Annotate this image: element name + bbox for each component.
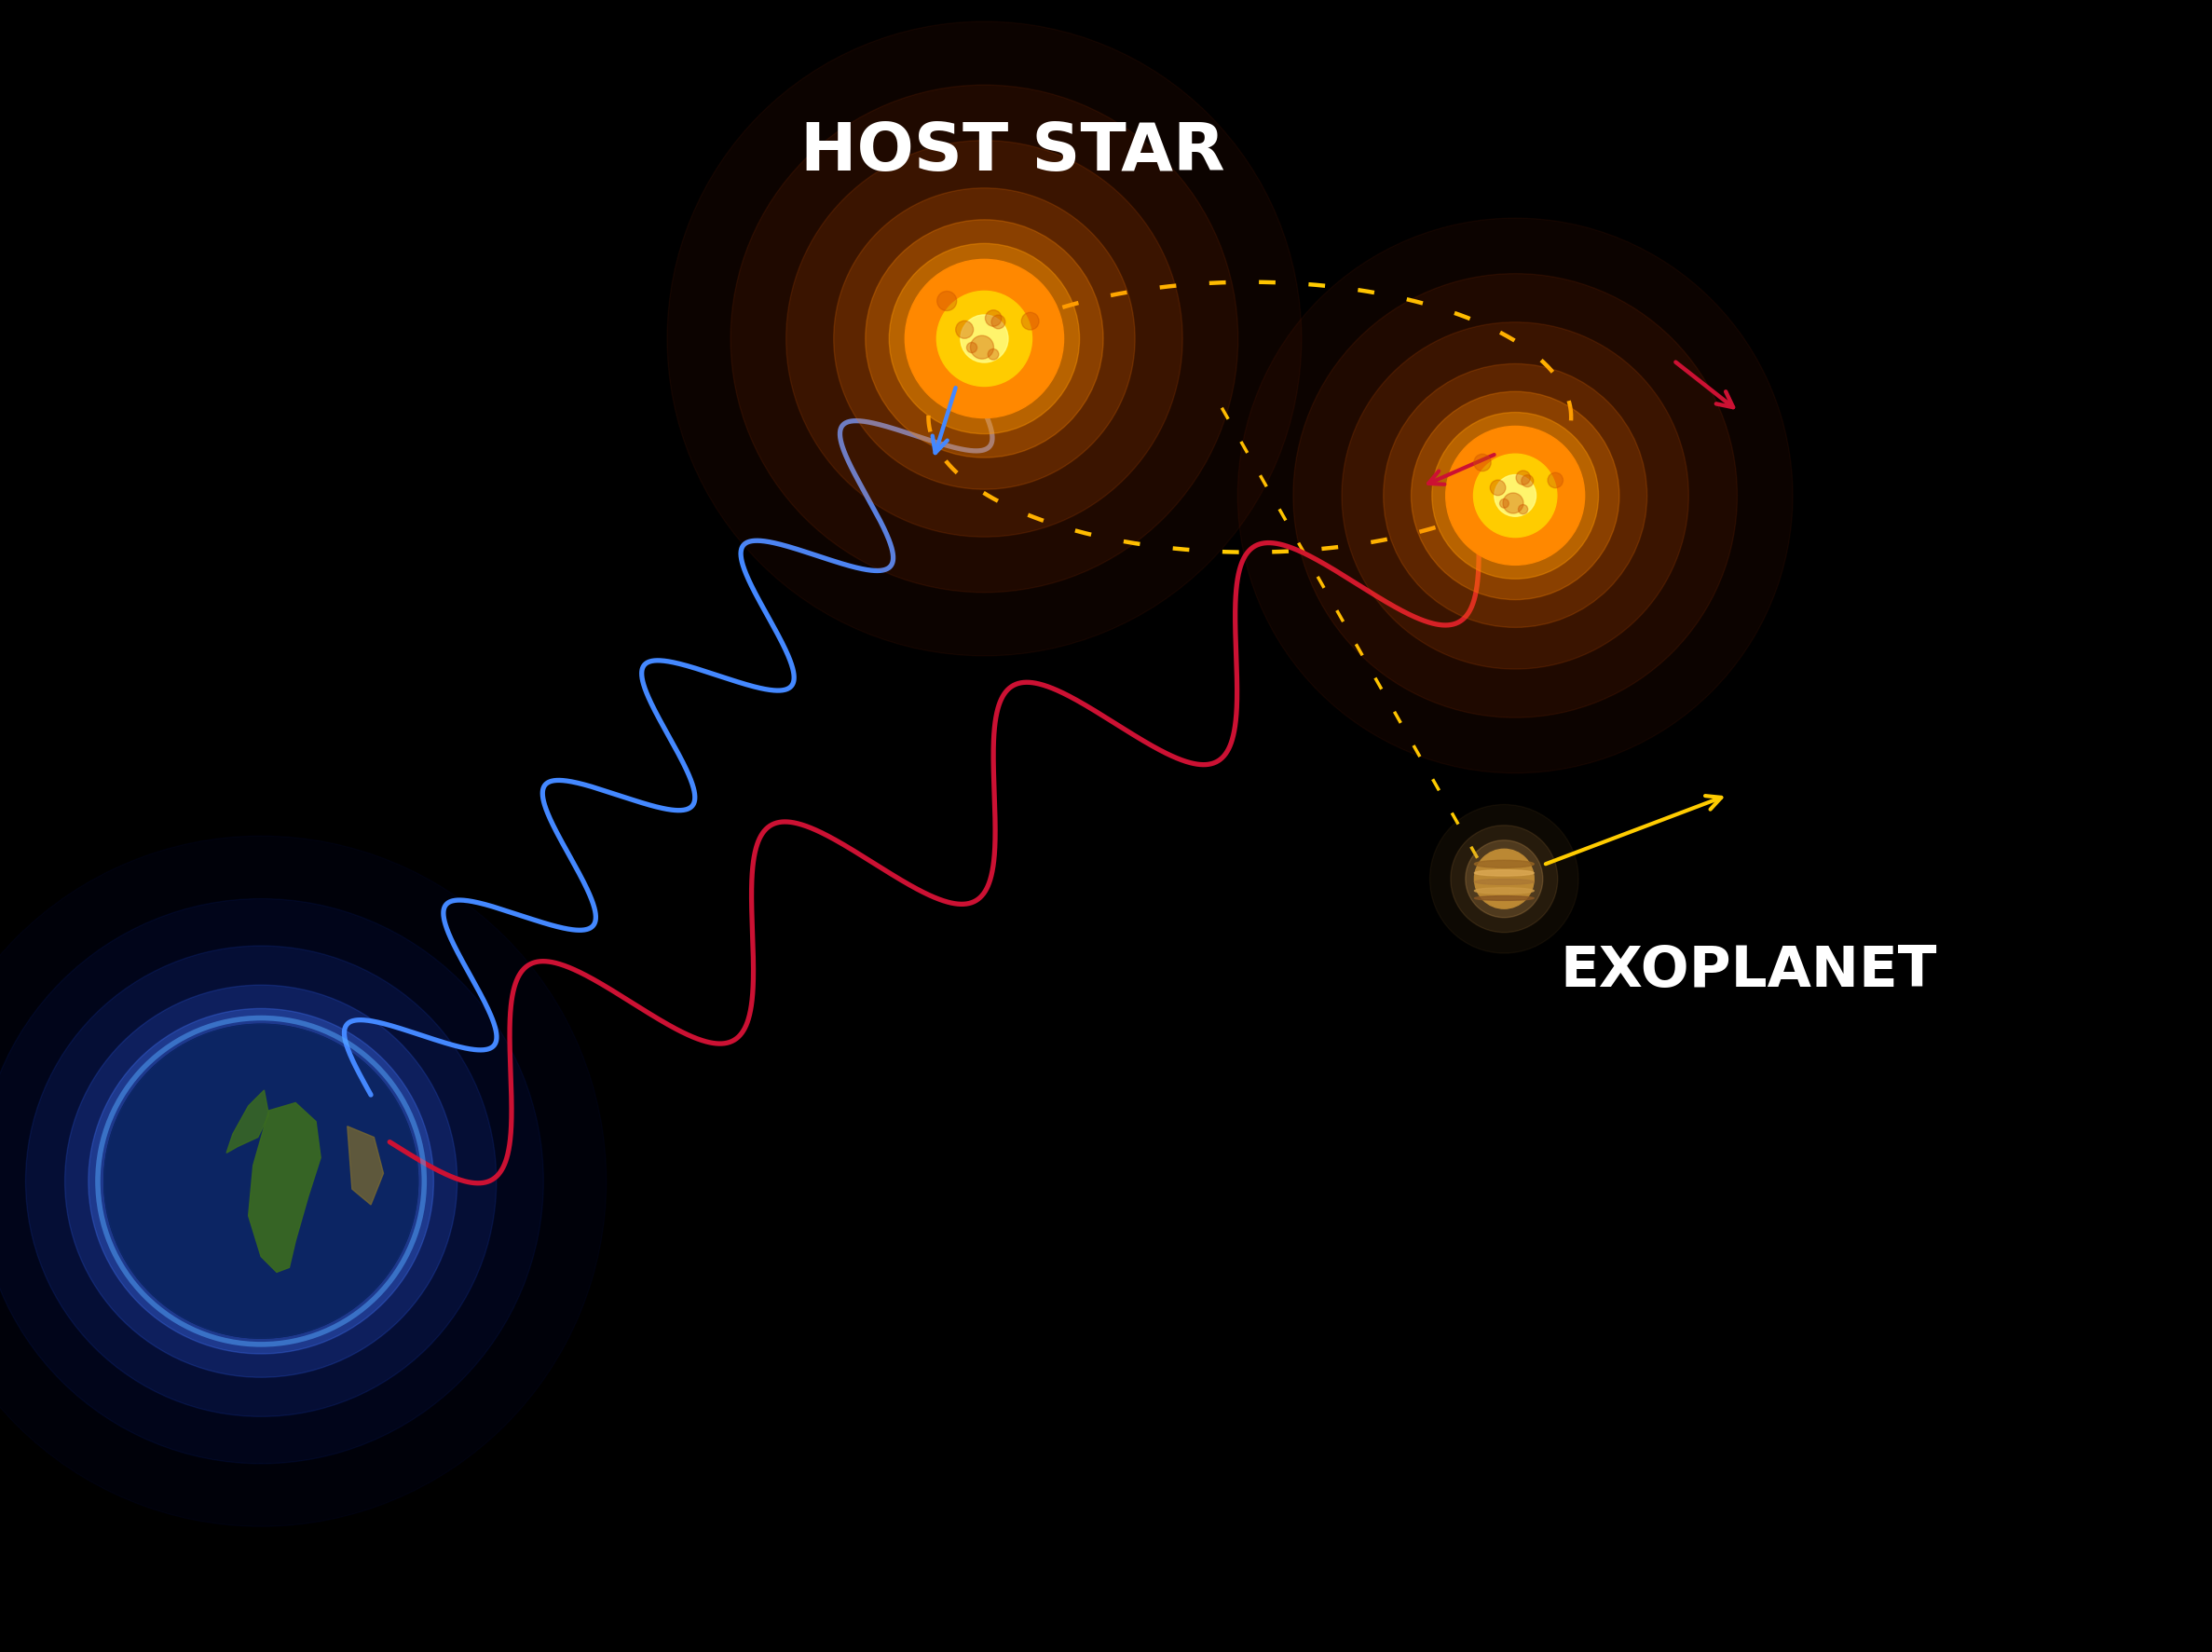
Circle shape: [960, 316, 1009, 362]
Circle shape: [1411, 392, 1619, 600]
Text: HOST STAR: HOST STAR: [801, 121, 1225, 185]
Circle shape: [889, 243, 1079, 434]
Circle shape: [1500, 499, 1509, 507]
Ellipse shape: [1475, 861, 1533, 867]
Circle shape: [956, 320, 973, 339]
Polygon shape: [347, 1127, 383, 1204]
Circle shape: [1451, 826, 1557, 932]
Circle shape: [1431, 413, 1599, 578]
Circle shape: [1548, 472, 1564, 487]
Circle shape: [938, 291, 956, 311]
Circle shape: [1429, 805, 1579, 953]
Circle shape: [64, 985, 458, 1378]
Circle shape: [104, 1024, 418, 1338]
Circle shape: [1022, 312, 1040, 330]
Ellipse shape: [1475, 879, 1533, 884]
Circle shape: [1515, 471, 1531, 484]
Circle shape: [1382, 363, 1648, 628]
Circle shape: [1522, 474, 1533, 487]
Ellipse shape: [1475, 871, 1533, 876]
Circle shape: [1491, 481, 1506, 496]
Circle shape: [730, 84, 1239, 593]
Circle shape: [834, 188, 1135, 489]
Circle shape: [1517, 504, 1528, 514]
Circle shape: [936, 291, 1033, 387]
Circle shape: [905, 259, 1064, 418]
Circle shape: [1473, 454, 1491, 471]
Circle shape: [1473, 454, 1557, 537]
Circle shape: [967, 342, 978, 354]
Circle shape: [88, 1008, 434, 1355]
Circle shape: [1294, 274, 1736, 717]
Circle shape: [1239, 218, 1792, 773]
Circle shape: [668, 21, 1301, 656]
Circle shape: [865, 220, 1104, 458]
Circle shape: [785, 140, 1183, 537]
Text: EXOPLANET: EXOPLANET: [1559, 943, 1938, 999]
Circle shape: [991, 316, 1004, 329]
Ellipse shape: [1475, 895, 1533, 900]
Circle shape: [27, 945, 495, 1417]
Polygon shape: [226, 1090, 270, 1153]
Circle shape: [1343, 322, 1688, 669]
Circle shape: [984, 311, 1002, 327]
Circle shape: [989, 349, 998, 360]
Circle shape: [1502, 492, 1524, 514]
Circle shape: [1475, 849, 1533, 909]
Circle shape: [104, 1024, 418, 1338]
Circle shape: [1447, 426, 1584, 565]
Circle shape: [971, 335, 993, 358]
Circle shape: [1467, 841, 1542, 917]
Circle shape: [0, 899, 544, 1464]
Ellipse shape: [1475, 887, 1533, 894]
Circle shape: [1495, 474, 1535, 517]
Polygon shape: [248, 1104, 321, 1272]
